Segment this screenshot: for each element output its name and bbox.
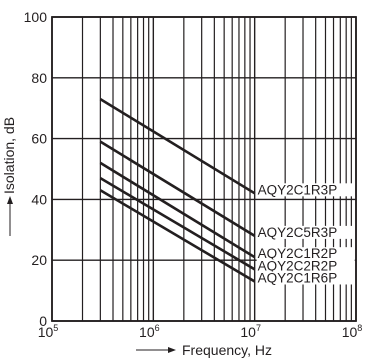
- series-line: [99, 177, 256, 271]
- series-label-background: [256, 247, 355, 261]
- series-line: [99, 140, 256, 237]
- series-label: AQY2C1R6P: [258, 270, 338, 285]
- x-tick-label: 108: [342, 323, 363, 340]
- series-line: [99, 161, 256, 259]
- series-labels: AQY2C1R3P AQY2C5R3P AQY2C1R2PAQY2C2R2PAQY2…: [256, 182, 355, 285]
- series-label-group: AQY2C5R3P: [256, 225, 355, 240]
- plot-frame: [51, 16, 357, 322]
- series-label-group: AQY2C1R2P: [256, 246, 355, 261]
- series-label: AQY2C1R3P: [258, 182, 338, 197]
- series-label: AQY2C2R2P: [258, 258, 338, 273]
- axis-titles: Frequency, Hz Isolation, dB: [1, 117, 272, 358]
- y-axis-title: Isolation, dB: [1, 117, 17, 194]
- plot-border: [51, 16, 357, 322]
- y-tick-label: 100: [24, 9, 48, 25]
- series-label-group: AQY2C1R6P: [256, 270, 355, 285]
- x-axis-title: Frequency, Hz: [182, 342, 272, 358]
- y-tick-label: 20: [31, 252, 47, 268]
- y-tick-label: 40: [31, 191, 47, 207]
- series-line: [99, 97, 256, 195]
- y-tick-label: 0: [39, 313, 47, 329]
- x-axis-arrow-head: [168, 347, 176, 353]
- series-label: AQY2C1R2P: [258, 246, 338, 261]
- y-axis-arrow-head: [7, 196, 13, 204]
- series-label-background: [256, 183, 355, 197]
- series-label-background: [256, 271, 355, 285]
- series-lines: [99, 97, 256, 283]
- x-tick-label: 107: [240, 323, 261, 340]
- x-tick-label: 106: [139, 323, 160, 340]
- series-line: [99, 189, 256, 283]
- series-label-background: [256, 225, 355, 239]
- x-tick-label: 105: [38, 323, 59, 340]
- series-label: AQY2C5R3P: [258, 225, 338, 240]
- y-tick-label: 80: [31, 70, 47, 86]
- y-tick-label: 60: [31, 131, 47, 147]
- series-label-background: [256, 259, 355, 273]
- series-label-group: AQY2C1R3P: [256, 182, 355, 197]
- tick-labels: 0 20 40 60 80 100 105 106 107 108: [24, 9, 363, 340]
- series-label-group: AQY2C2R2P: [256, 258, 355, 273]
